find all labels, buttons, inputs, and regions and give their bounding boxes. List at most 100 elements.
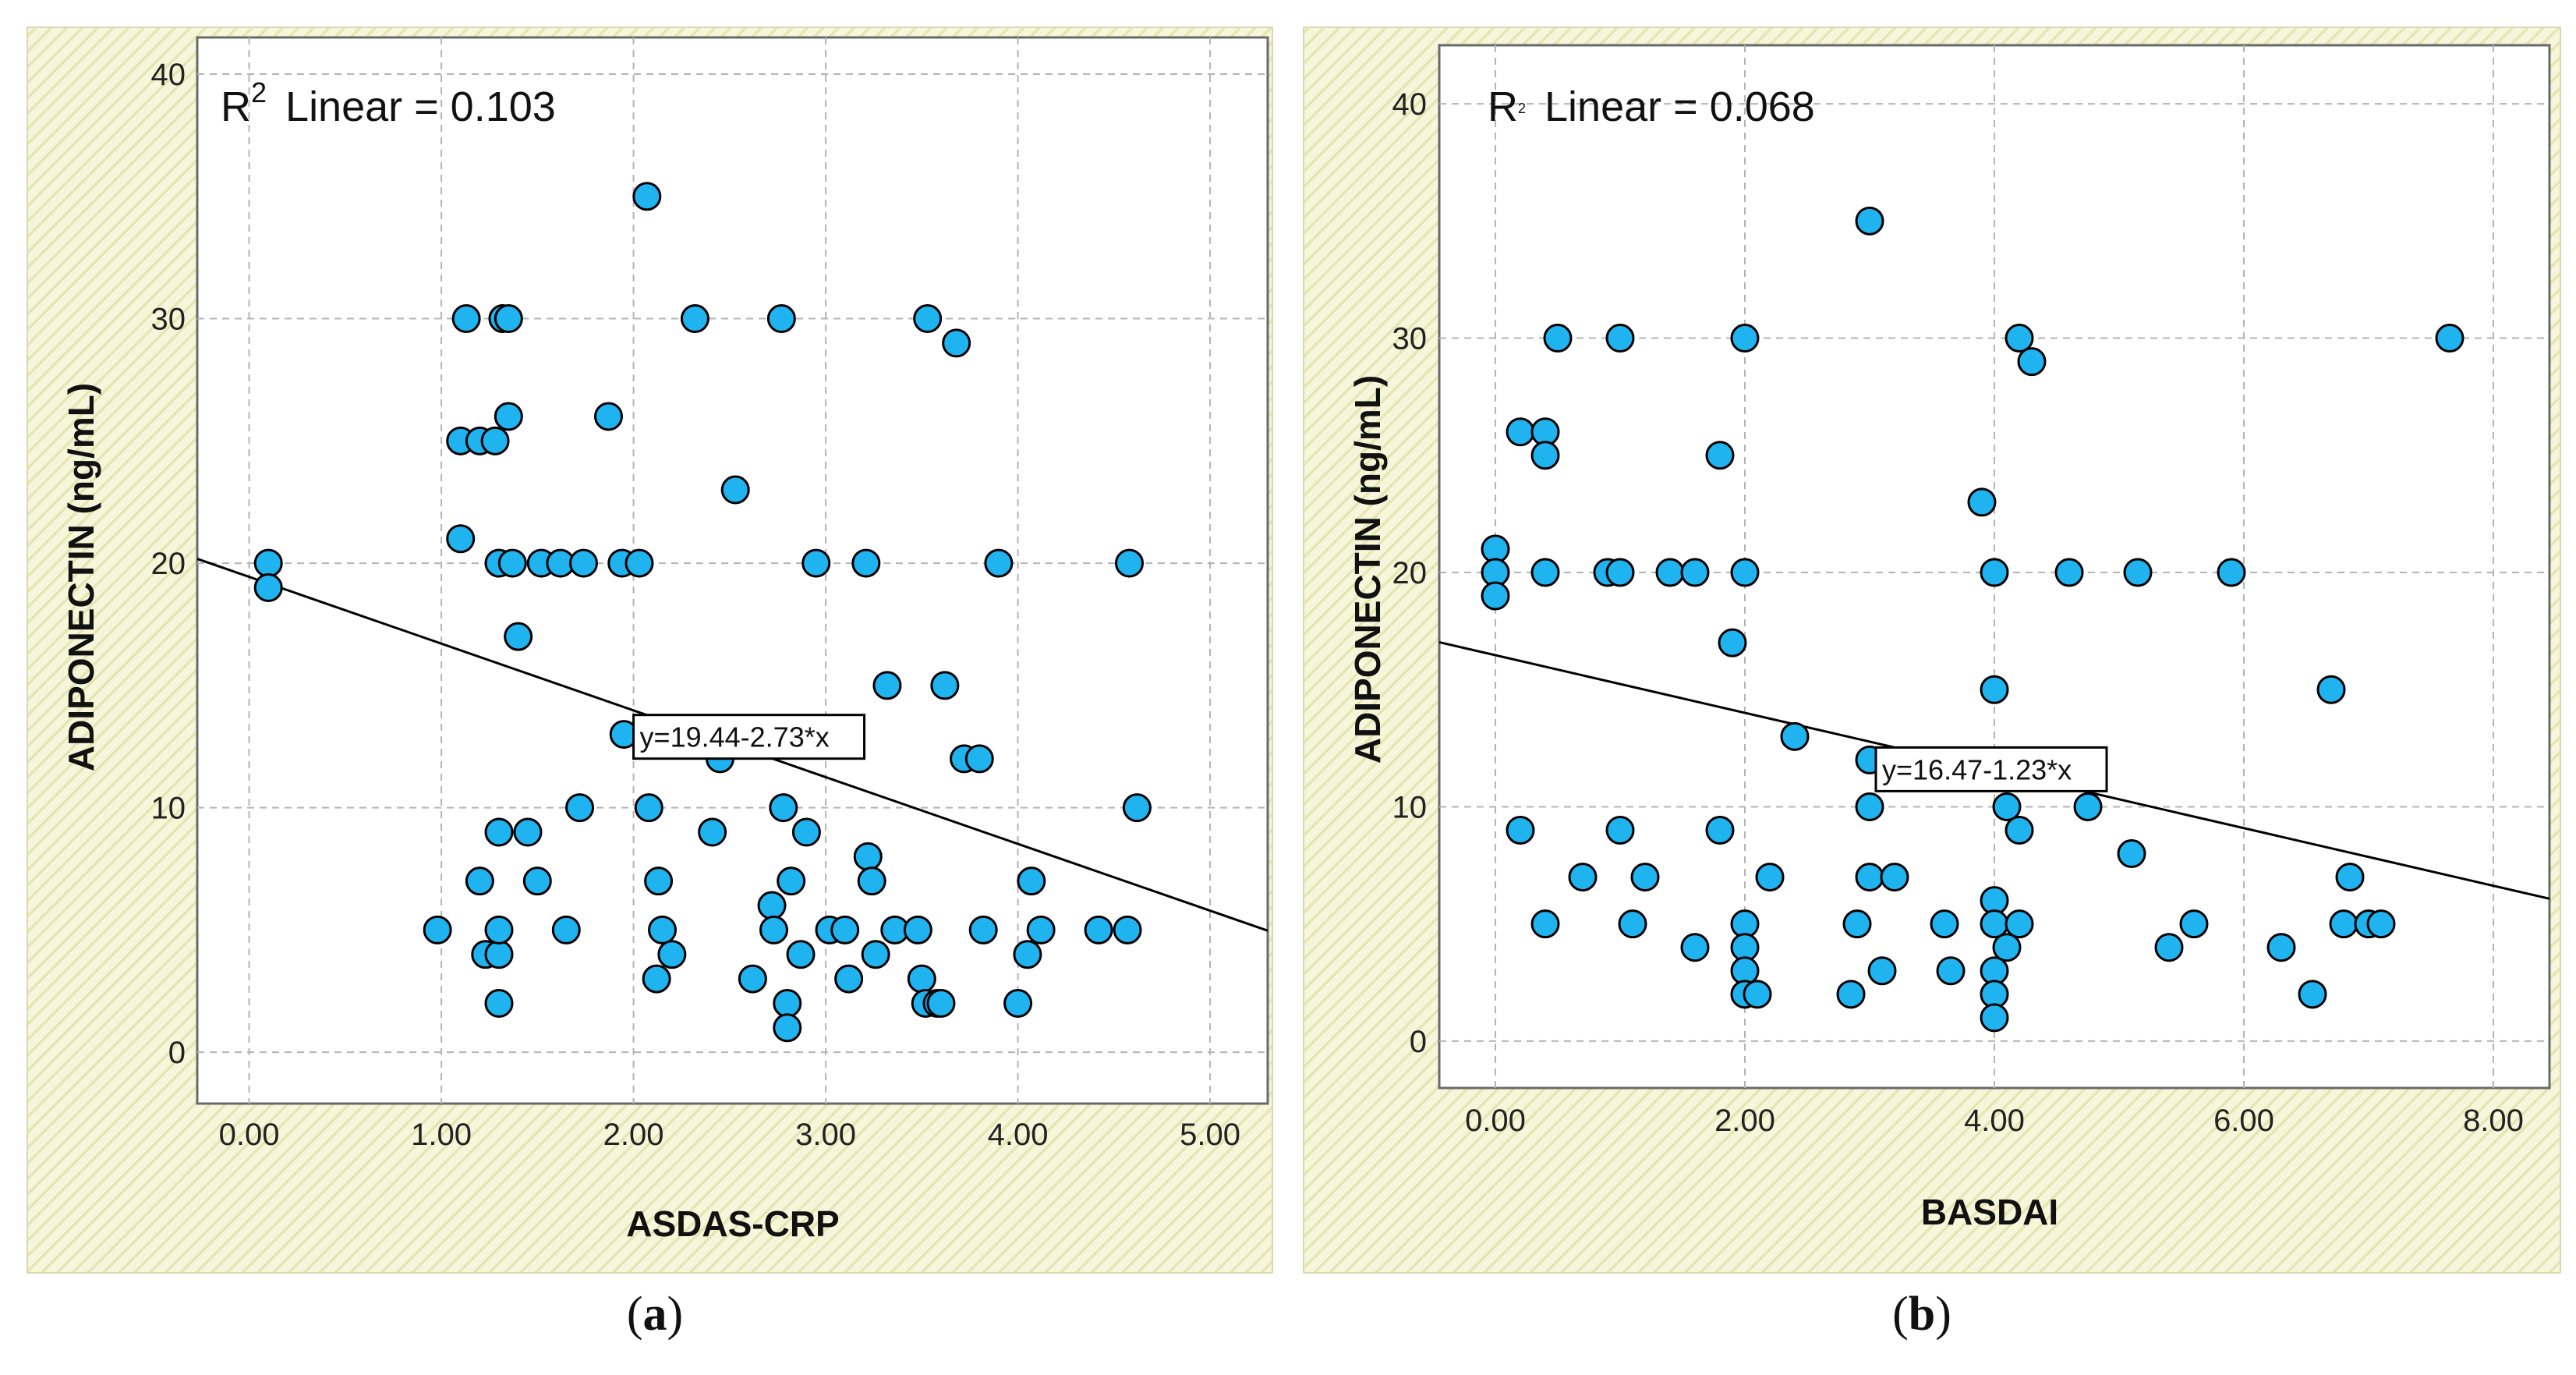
data-point xyxy=(830,915,860,944)
data-point xyxy=(861,940,890,969)
data-point xyxy=(1880,863,1909,892)
data-point xyxy=(1836,980,1866,1009)
data-point xyxy=(834,964,864,994)
data-point xyxy=(1530,558,1560,587)
data-point xyxy=(657,940,687,969)
x-tick-label: 8.00 xyxy=(2463,1104,2524,1138)
data-point xyxy=(1113,915,1142,944)
data-point xyxy=(1481,581,1510,611)
x-tick-label: 4.00 xyxy=(988,1118,1049,1152)
data-point xyxy=(930,671,960,700)
data-point xyxy=(565,793,595,823)
data-point xyxy=(720,475,750,505)
data-point xyxy=(1568,863,1598,892)
y-axis-tick-labels: 0 10 20 30 40 xyxy=(151,58,186,1070)
data-point xyxy=(853,842,883,871)
data-point xyxy=(2123,558,2153,587)
x-axis-tick-labels: 0.00 1.00 2.00 3.00 4.00 5.00 xyxy=(219,1118,1240,1152)
caption-letter: a xyxy=(642,1288,667,1341)
caption-open-paren: ( xyxy=(626,1288,643,1341)
data-point xyxy=(1543,324,1573,353)
data-point xyxy=(786,940,816,969)
x-tick-label: 4.00 xyxy=(1964,1104,2025,1138)
data-point xyxy=(2316,675,2346,704)
regression-equation: y=16.47-1.23*x xyxy=(1882,753,2072,785)
r2-annotation: R2 Linear = 0.103 xyxy=(221,76,556,130)
y-tick-label: 10 xyxy=(1392,790,1428,824)
x-tick-label: 5.00 xyxy=(1180,1118,1240,1152)
caption-close-paren: ) xyxy=(667,1288,684,1341)
data-point xyxy=(446,524,476,554)
data-point xyxy=(642,964,671,994)
x-axis-tick-labels: 0.00 2.00 4.00 6.00 8.00 xyxy=(1465,1104,2524,1138)
y-tick-label: 20 xyxy=(1392,556,1428,590)
data-point xyxy=(513,817,543,847)
data-point xyxy=(757,891,787,920)
data-point xyxy=(1013,940,1042,969)
data-point xyxy=(2335,863,2365,892)
data-point xyxy=(253,572,283,602)
data-point xyxy=(2005,816,2034,845)
data-point xyxy=(791,817,821,847)
x-tick-label: 2.00 xyxy=(1714,1104,1775,1138)
data-point xyxy=(2073,792,2103,821)
data-point xyxy=(551,915,581,944)
data-point xyxy=(907,964,936,994)
data-point xyxy=(1084,915,1113,944)
data-point xyxy=(484,817,514,847)
data-point xyxy=(1755,863,1785,892)
data-point xyxy=(984,548,1014,578)
x-tick-label: 0.00 xyxy=(219,1118,280,1152)
data-point xyxy=(1855,206,1884,236)
panel-caption-a: (a) xyxy=(577,1287,733,1342)
data-point xyxy=(801,548,831,578)
data-point xyxy=(2117,839,2146,869)
data-point xyxy=(522,866,552,896)
data-point xyxy=(594,402,624,431)
regression-equation-box: y=19.44-2.73*x xyxy=(632,714,866,760)
data-point xyxy=(2179,909,2209,939)
data-point xyxy=(644,866,674,896)
y-tick-label: 40 xyxy=(151,58,186,92)
r2-value: Linear = 0.103 xyxy=(285,83,556,130)
data-point xyxy=(1730,558,1760,587)
data-point xyxy=(494,402,523,431)
data-point xyxy=(484,988,514,1018)
data-point xyxy=(964,744,994,774)
data-point xyxy=(903,915,932,944)
data-point xyxy=(1980,675,2009,704)
data-point xyxy=(1967,487,1997,517)
data-point xyxy=(1855,792,1884,821)
data-point xyxy=(484,940,514,969)
data-point xyxy=(1506,816,1535,845)
data-point xyxy=(1605,816,1635,845)
r2-symbol: R xyxy=(1488,83,1518,130)
regression-equation-frame xyxy=(1874,746,2108,792)
regression-equation-frame xyxy=(632,714,866,760)
x-axis-label: ASDAS-CRP xyxy=(626,1203,839,1244)
y-tick-label: 40 xyxy=(1392,87,1428,122)
data-point xyxy=(1855,863,1884,892)
data-point xyxy=(1605,324,1635,353)
caption-letter: b xyxy=(1908,1288,1936,1341)
data-point xyxy=(2435,324,2465,353)
data-point xyxy=(253,548,283,578)
data-point xyxy=(1930,909,1959,939)
data-point xyxy=(648,915,678,944)
r2-exponent: 2 xyxy=(251,76,267,108)
data-point xyxy=(484,915,514,944)
data-point xyxy=(1980,1003,2009,1033)
plot-area xyxy=(196,36,1269,1105)
data-point xyxy=(1992,792,2022,821)
data-point xyxy=(1506,417,1535,447)
data-point xyxy=(680,304,709,334)
chart-panel-b: y=16.47-1.23*x 0.00 2.00 4.00 6.00 8.00 0 10 2… xyxy=(1303,27,2561,1274)
x-tick-label: 3.00 xyxy=(795,1118,856,1152)
data-point xyxy=(423,915,452,944)
data-point xyxy=(1026,915,1056,944)
x-tick-label: 0.00 xyxy=(1465,1104,1526,1138)
data-point xyxy=(451,304,481,334)
data-point xyxy=(698,817,727,847)
data-point xyxy=(766,304,796,334)
r2-symbol: R xyxy=(221,83,251,130)
